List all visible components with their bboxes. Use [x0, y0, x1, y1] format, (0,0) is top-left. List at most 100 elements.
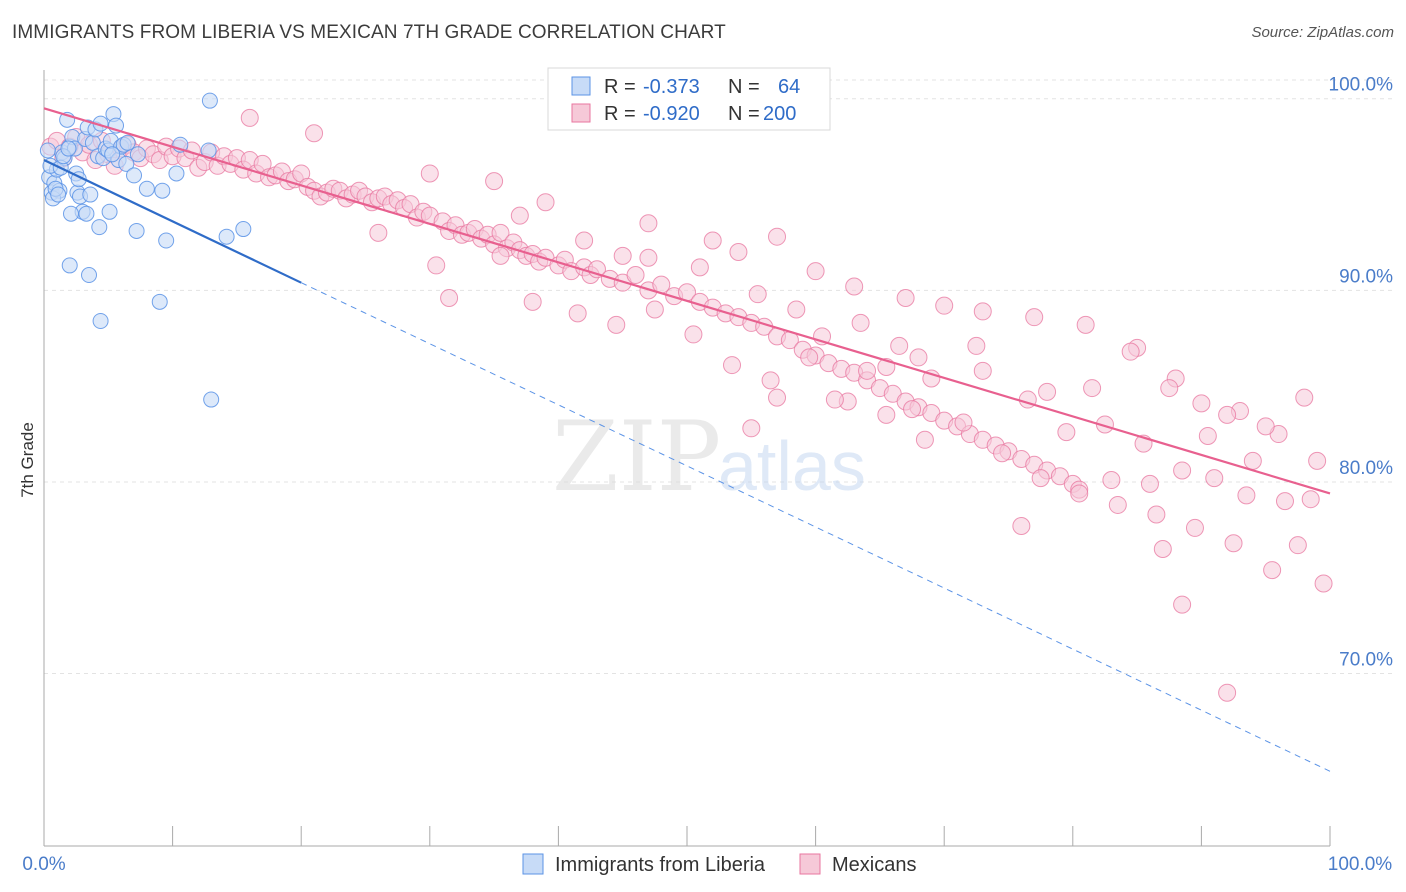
- point-mexicans-142: [369, 223, 388, 242]
- point-mexicans-129: [845, 277, 864, 296]
- point-mexicans-167: [1314, 574, 1333, 593]
- point-liberia-61: [151, 293, 168, 310]
- watermark: ZIP atlas: [552, 401, 866, 513]
- point-mexicans-182: [1275, 492, 1294, 511]
- legend-swatch-mexicans: [571, 103, 591, 123]
- watermark-atlas: atlas: [718, 427, 866, 505]
- point-liberia-44: [91, 219, 108, 236]
- legend-r-label-mexicans: R =: [604, 103, 636, 125]
- point-mexicans-179: [1173, 461, 1192, 480]
- point-mexicans-152: [761, 371, 780, 390]
- x-axis-ticks: [43, 826, 1331, 846]
- point-mexicans-203: [1173, 595, 1192, 614]
- point-mexicans-128: [806, 262, 825, 281]
- point-mexicans-166: [1288, 536, 1307, 555]
- point-mexicans-143: [427, 256, 446, 275]
- point-liberia-43: [81, 267, 98, 284]
- legend-bottom-label-mexicans: Mexicans: [832, 854, 916, 876]
- point-mexicans-202: [1153, 540, 1172, 559]
- point-mexicans-126: [703, 231, 722, 250]
- point-liberia-47: [119, 134, 136, 151]
- point-mexicans-156: [915, 430, 934, 449]
- point-mexicans-212: [890, 336, 909, 355]
- point-mexicans-205: [1012, 517, 1031, 536]
- point-mexicans-150: [684, 325, 703, 344]
- point-mexicans-183: [1301, 490, 1320, 509]
- trend-line-mexicans: [43, 107, 1331, 495]
- point-mexicans-153: [800, 348, 819, 367]
- point-mexicans-168: [613, 246, 632, 265]
- point-mexicans-149: [645, 300, 664, 319]
- legend-top: R = -0.373 N = 64 R = -0.920 N = 200: [547, 67, 831, 131]
- y-tick-label-70: 70.0%: [1339, 650, 1393, 671]
- point-mexicans-198: [1256, 417, 1275, 436]
- legend-bottom-swatch-mexicans: [799, 853, 821, 875]
- point-liberia-37: [50, 186, 67, 203]
- point-mexicans-124: [536, 193, 555, 212]
- point-mexicans-174: [967, 336, 986, 355]
- point-mexicans-145: [491, 246, 510, 265]
- point-mexicans-210: [768, 388, 787, 407]
- point-mexicans-192: [1038, 382, 1057, 401]
- point-mexicans-155: [877, 405, 896, 424]
- legend-bottom: Immigrants from Liberia Mexicans: [522, 853, 916, 876]
- point-liberia-41: [63, 205, 80, 222]
- point-mexicans-121: [305, 124, 324, 143]
- legend-n-label-mexicans: N =: [728, 103, 760, 125]
- point-liberia-60: [129, 146, 146, 163]
- point-liberia-49: [128, 222, 145, 239]
- trend-line-liberia-extrapolated: [300, 282, 1331, 772]
- point-liberia-42: [78, 205, 95, 222]
- point-mexicans-134: [1076, 315, 1095, 334]
- point-mexicans-120: [240, 108, 259, 127]
- point-mexicans-157: [954, 413, 973, 432]
- watermark-zip: ZIP: [552, 401, 721, 513]
- point-mexicans-133: [1025, 308, 1044, 327]
- point-mexicans-146: [523, 292, 542, 311]
- trend-lines: [43, 107, 1331, 772]
- point-mexicans-204: [1218, 683, 1237, 702]
- point-mexicans-127: [768, 227, 787, 246]
- point-mexicans-197: [1237, 486, 1256, 505]
- point-mexicans-193: [1083, 379, 1102, 398]
- point-mexicans-180: [1205, 469, 1224, 488]
- point-mexicans-209: [825, 390, 844, 409]
- point-mexicans-122: [420, 164, 439, 183]
- point-mexicans-211: [742, 419, 761, 438]
- point-mexicans-206: [1070, 484, 1089, 503]
- point-mexicans-173: [909, 348, 928, 367]
- point-mexicans-151: [723, 356, 742, 375]
- point-mexicans-195: [1160, 379, 1179, 398]
- legend-r-value-liberia: -0.373: [643, 76, 700, 98]
- legend-n-label-liberia: N =: [728, 76, 760, 98]
- point-mexicans-196: [1198, 426, 1217, 445]
- point-liberia-62: [201, 92, 218, 109]
- point-mexicans-187: [748, 285, 767, 304]
- point-mexicans-85: [626, 266, 645, 285]
- point-liberia-51: [154, 182, 171, 199]
- legend-n-value-liberia: 64: [778, 76, 800, 98]
- point-mexicans-207: [903, 400, 922, 419]
- point-mexicans-186: [639, 248, 658, 267]
- legend-r-value-mexicans: -0.920: [643, 103, 700, 125]
- point-mexicans-144: [440, 289, 459, 308]
- point-mexicans-123: [485, 172, 504, 191]
- point-liberia-52: [158, 232, 175, 249]
- point-liberia-18: [82, 186, 99, 203]
- point-mexicans-162: [1147, 505, 1166, 524]
- point-mexicans-169: [690, 258, 709, 277]
- chart-title: IMMIGRANTS FROM LIBERIA VS MEXICAN 7TH G…: [12, 22, 726, 43]
- x-tick-label-0: 0.0%: [22, 854, 65, 875]
- point-mexicans-208: [858, 361, 877, 380]
- point-liberia-50: [138, 180, 155, 197]
- point-mexicans-201: [1102, 471, 1121, 490]
- point-mexicans-137: [1192, 394, 1211, 413]
- point-mexicans-132: [973, 302, 992, 321]
- legend-bottom-swatch-liberia: [522, 853, 544, 875]
- point-mexicans-176: [1057, 423, 1076, 442]
- legend-r-label-liberia: R =: [604, 76, 636, 98]
- point-mexicans-131: [935, 296, 954, 315]
- point-mexicans-69: [491, 223, 510, 242]
- chart-source: Source: ZipAtlas.com: [1251, 24, 1394, 41]
